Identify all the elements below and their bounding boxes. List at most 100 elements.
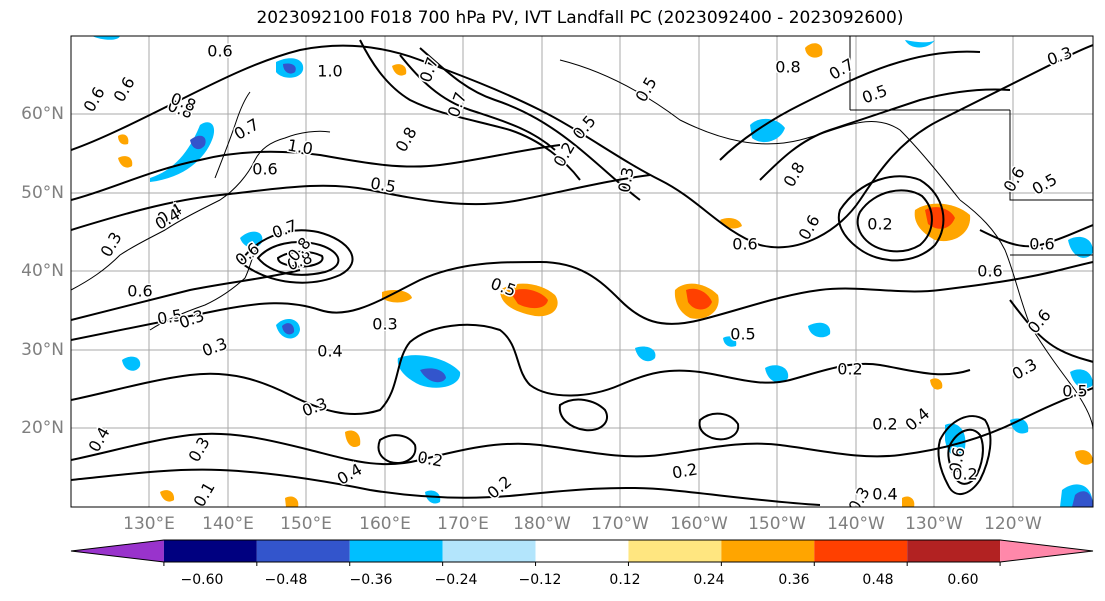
contour-line [698, 412, 740, 441]
pv-negative-patch [905, 40, 935, 48]
contour-label: 0.2 [952, 465, 977, 484]
pv-negative-patch [420, 368, 446, 383]
pv-negative-patch [190, 135, 206, 150]
contour-label: 0.6 [110, 74, 139, 106]
colorbar-bin [256, 540, 350, 562]
contour-line [276, 250, 324, 268]
colorbar [70, 539, 1094, 566]
contour-label: 0.6 [207, 42, 232, 61]
contour-label: 0.7 [231, 115, 263, 144]
pv-positive-patch [805, 43, 823, 58]
contour-label: 0.6 [977, 262, 1002, 281]
pv-negative-patch [808, 322, 831, 338]
lon-label: 140°W [827, 514, 885, 534]
pv-negative-patch [750, 118, 785, 143]
pv-negative-patch [1068, 236, 1093, 258]
contour-line [719, 50, 981, 161]
lon-label: 150°W [748, 514, 806, 534]
colorbar-bin [814, 540, 908, 562]
japan-coast [149, 244, 259, 331]
contour-label: 1.0 [317, 62, 342, 81]
contour-label: 0.4 [872, 485, 897, 504]
alaska-coast [559, 59, 961, 201]
pv-positive-patch [382, 290, 412, 303]
pv-positive-patch [392, 64, 407, 76]
contour-label: 0.5 [730, 325, 755, 344]
contour-line [558, 398, 608, 432]
colorbar-bin [442, 540, 536, 562]
lon-label: 140°E [202, 514, 254, 534]
contour-line [71, 468, 821, 506]
contour-label: 1.0 [286, 135, 314, 158]
lat-label: 60°N [21, 104, 64, 124]
pv-positive-patch [1075, 450, 1093, 465]
contour-label: 0.2 [416, 447, 444, 470]
colorbar-bin [71, 540, 164, 562]
contour-line [71, 269, 301, 321]
contour-line [71, 323, 971, 416]
contour-line [71, 44, 1093, 249]
pv-negative-patch [765, 365, 789, 383]
colorbar-bin [535, 540, 629, 562]
colorbar-tick-label: 0.24 [693, 572, 725, 588]
pv-positive-patch [285, 496, 299, 507]
contour-label: 0.3 [185, 434, 214, 466]
lon-label: 120°W [984, 514, 1042, 534]
contour-label: 0.8 [780, 159, 809, 191]
pv-negative-patch [282, 323, 295, 335]
colorbar-tick-label: −0.60 [180, 572, 224, 588]
contour-label: 0.5 [632, 74, 661, 106]
contour-label: 0.3 [199, 334, 229, 361]
colorbar-bin [1000, 540, 1093, 562]
contour-label: 0.6 [795, 212, 824, 244]
contour-line [856, 189, 933, 253]
pv-positive-patch [118, 156, 133, 168]
contour-label: 0.6 [80, 84, 109, 116]
pv-negative-patch [635, 346, 656, 362]
pv-positive-patch [686, 288, 712, 310]
contour-label: 0.2 [872, 415, 897, 434]
lon-label: 160°W [670, 514, 728, 534]
lat-label: 30°N [21, 340, 64, 360]
contour-line [71, 260, 1093, 341]
colorbar-bin [721, 540, 815, 562]
pv-contours [71, 39, 1093, 506]
gridlines [71, 36, 1093, 507]
contour-label: 0.2 [867, 215, 892, 234]
lon-label: 130°E [123, 514, 175, 534]
contour-label: 0.6 [1029, 235, 1054, 254]
pv-positive-patch [930, 378, 943, 390]
contour-label: 0.3 [1044, 43, 1074, 70]
contour-label: 0.6 [945, 446, 968, 474]
contour-line [1009, 299, 1093, 363]
colorbar-tick-label: −0.12 [518, 572, 562, 588]
contour-line [71, 387, 1093, 466]
contour-label: 0.2 [837, 360, 862, 379]
pv-negative-patch [283, 63, 296, 74]
contour-line [377, 434, 417, 464]
pv-positive-patch [720, 218, 742, 229]
pv-negative-patch [122, 356, 141, 371]
contour-line [979, 224, 1093, 248]
contour-label: 0.6 [1000, 164, 1029, 196]
contour-label: 0.7 [444, 89, 471, 119]
colorbar-bin [628, 540, 722, 562]
contour-label: 0.4 [902, 404, 934, 435]
lon-label: 180°W [513, 514, 571, 534]
contour-line [419, 47, 641, 201]
contour-label: 0.5 [569, 112, 600, 144]
lon-label: 170°W [591, 514, 649, 534]
colorbar-tick-label: 0.60 [947, 572, 979, 588]
contour-label: 0.3 [372, 315, 397, 334]
pv-positive-patch [118, 134, 129, 145]
pv-negative-patch [1072, 491, 1093, 507]
colorbar-tick-label: 0.36 [778, 572, 810, 588]
contour-line [837, 175, 945, 262]
lon-label: 150°E [280, 514, 332, 534]
colorbar-bin [163, 540, 257, 562]
colorbar-tick-label: −0.48 [264, 572, 308, 588]
kamchatka-coast [214, 91, 251, 179]
contour-label: 0.8 [775, 58, 800, 77]
canada-border [849, 36, 1093, 201]
